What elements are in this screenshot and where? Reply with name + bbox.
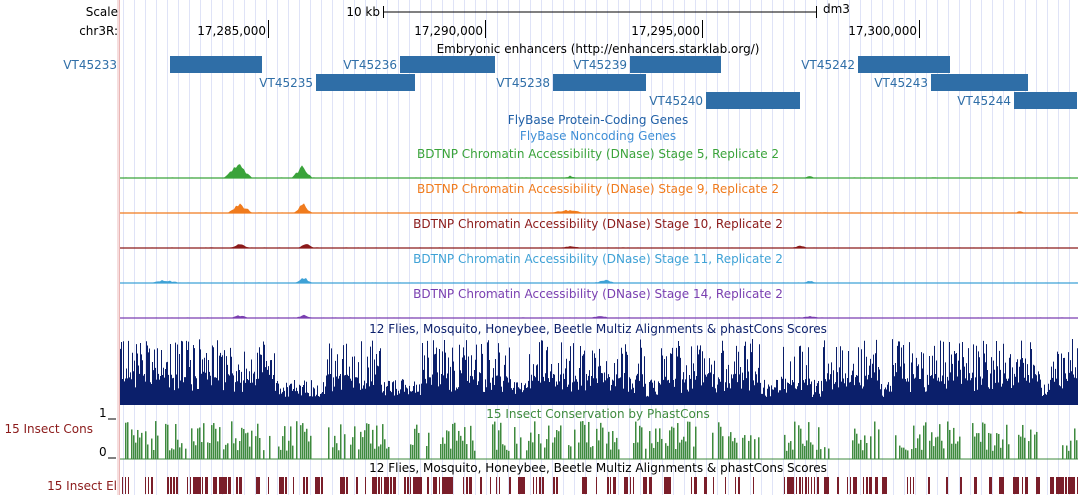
phastcons-scale-min: 0 [99,445,107,459]
enhancer-feature-vt45242[interactable] [858,56,950,73]
enhancer-feature-vt45244[interactable] [1014,92,1077,109]
enhancer-label-vt45239[interactable]: VT45239 [573,58,627,72]
ruler-tick-label: 17,290,000 [414,24,483,38]
enhancer-feature-vt45233[interactable] [170,56,262,73]
dnase-stage11-signal[interactable] [120,265,1078,285]
dnase-stage14-signal[interactable] [120,300,1078,320]
track-title-dnase-stage5[interactable]: BDTNP Chromatin Accessibility (DNase) St… [416,147,780,161]
enhancer-feature-vt45235[interactable] [316,74,415,91]
dnase-stage9-signal[interactable] [120,195,1078,215]
ruler-tick-label: 17,295,000 [631,24,700,38]
left-sidebar-border [119,0,120,495]
track-title-enhancers[interactable]: Embryonic enhancers (http://enhancers.st… [436,42,760,56]
enhancer-label-vt45235[interactable]: VT45235 [259,76,313,90]
conserved-elements-blocks[interactable] [120,475,1078,495]
enhancer-label-vt45240[interactable]: VT45240 [649,94,703,108]
track-title-dnase-stage11[interactable]: BDTNP Chromatin Accessibility (DNase) St… [413,252,783,266]
scale-bar [383,6,817,18]
multiz-conservation-signal[interactable] [120,336,1078,406]
enhancer-label-vt45244[interactable]: VT45244 [957,94,1011,108]
enhancer-feature-vt45240[interactable] [706,92,800,109]
scale-bar-text: 10 kb [346,5,380,19]
phastcons-side-label[interactable]: 15 Insect Cons [4,422,93,436]
ruler-ticks [268,20,920,38]
enhancer-label-vt45236[interactable]: VT45236 [343,58,397,72]
track-title-dnase-stage14[interactable]: BDTNP Chromatin Accessibility (DNase) St… [413,287,783,301]
chrom-label: chr3R: [79,24,118,38]
phastcons-scale-ticks [108,418,116,459]
scale-label: Scale [85,5,118,19]
enhancer-label-vt45238[interactable]: VT45238 [496,76,550,90]
track-title-dnase-stage9[interactable]: BDTNP Chromatin Accessibility (DNase) St… [416,182,780,196]
enhancer-label-vt45242[interactable]: VT45242 [801,58,855,72]
track-title-phastcons[interactable]: 15 Insect Conservation by PhastCons [486,407,710,421]
phastcons-scale-max: 1 [99,406,107,420]
track-title-elements[interactable]: 12 Flies, Mosquito, Honeybee, Beetle Mul… [369,461,827,475]
left-sidebar-strip [117,0,120,495]
assembly-label: dm3 [823,2,850,16]
enhancer-label-vt45243[interactable]: VT45243 [874,76,928,90]
track-title-flybase-coding[interactable]: FlyBase Protein-Coding Genes [507,113,689,127]
track-title-flybase-noncoding[interactable]: FlyBase Noncoding Genes [519,129,677,143]
track-title-multiz[interactable]: 12 Flies, Mosquito, Honeybee, Beetle Mul… [369,322,827,336]
ruler-tick-label: 17,285,000 [197,24,266,38]
dnase-stage10-signal[interactable] [120,230,1078,250]
enhancer-feature-vt45238[interactable] [553,74,646,91]
phastcons-signal[interactable] [120,420,1078,460]
dnase-stage5-signal[interactable] [120,160,1078,180]
track-title-dnase-stage10[interactable]: BDTNP Chromatin Accessibility (DNase) St… [413,217,783,231]
enhancer-feature-vt45236[interactable] [400,56,495,73]
enhancer-label-vt45233[interactable]: VT45233 [63,58,117,72]
elements-side-label[interactable]: 15 Insect El [47,479,117,493]
ruler-tick-label: 17,300,000 [848,24,917,38]
enhancer-feature-vt45243[interactable] [931,74,1028,91]
enhancer-feature-vt45239[interactable] [630,56,721,73]
